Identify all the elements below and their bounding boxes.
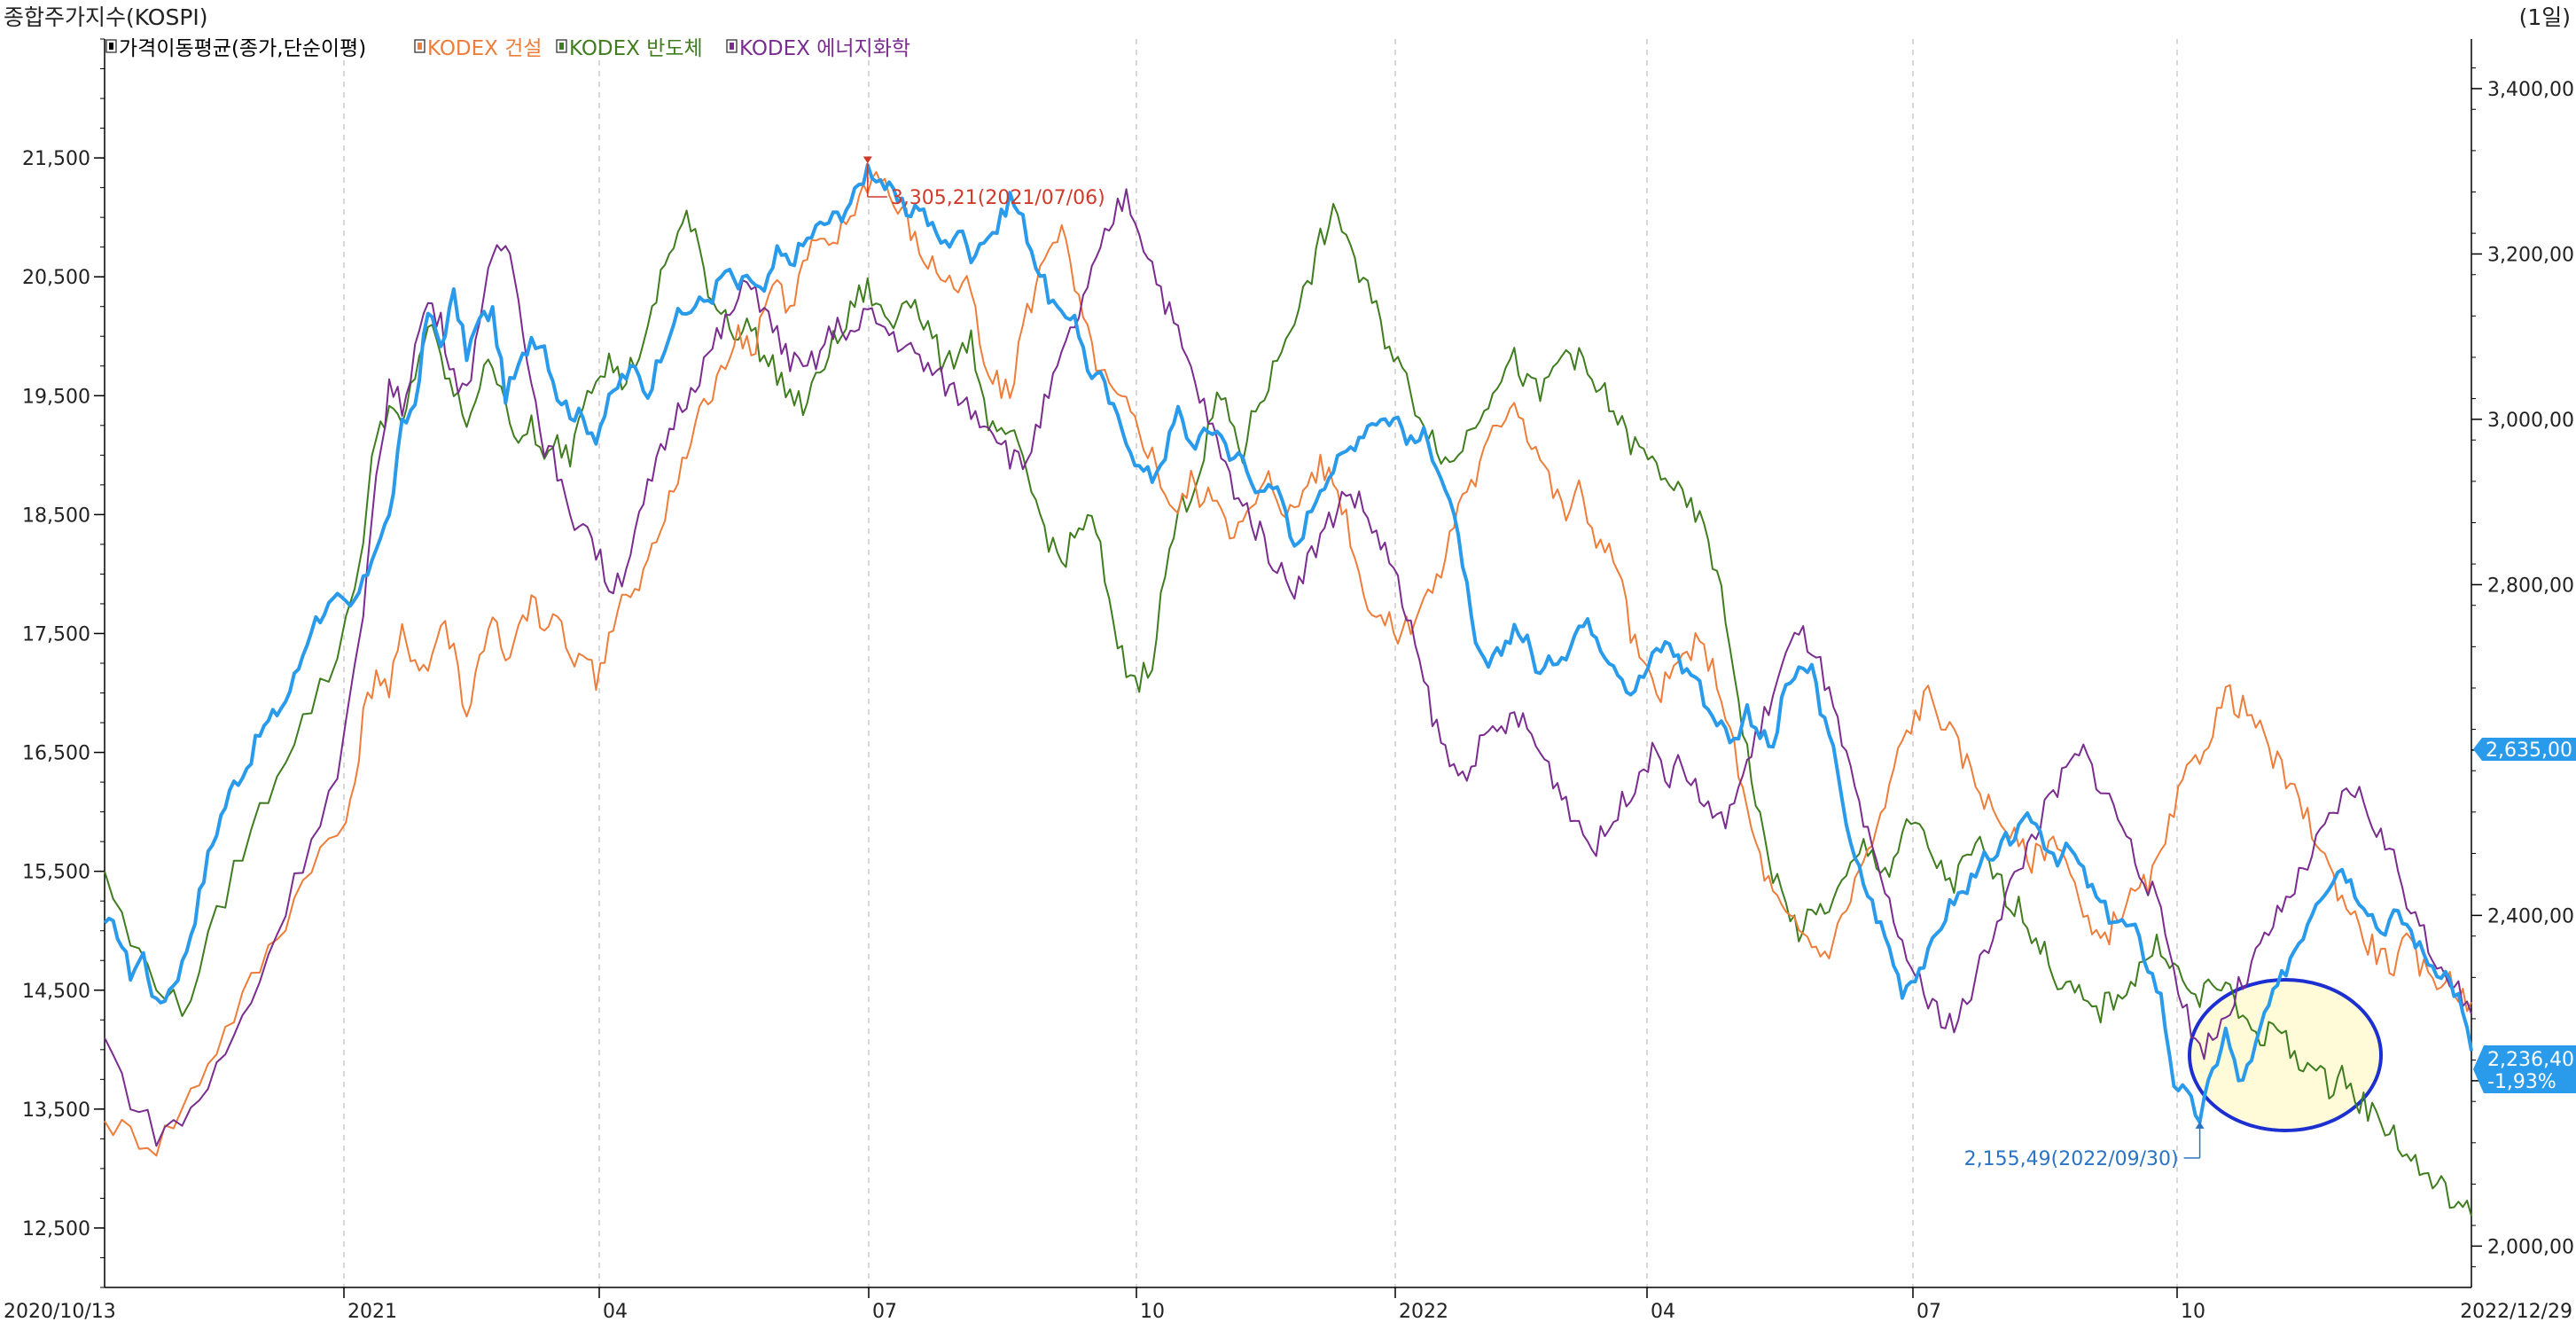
legend-swatch [730,43,734,50]
series-layer [103,162,2473,1217]
x-tick-label: 07 [872,1301,897,1323]
x-tick-label: 10 [2181,1301,2205,1323]
chart-title: 종합주가지수(KOSPI) [4,4,208,30]
legend: 가격이동평균(종가,단순이평) KODEX 건설 KODEX 반도체 KODEX 에너… [105,37,910,60]
last-value-kospi-label: 2,236,40 [2487,1049,2574,1071]
last-value-construction-label: 2,635,00 [2486,739,2572,762]
x-tick-label: 04 [1651,1301,1675,1323]
right-tick-label: 3,400,00 [2487,79,2574,101]
series-kodex-semiconductor-line[interactable] [104,202,2472,1217]
legend-swatch [418,43,422,50]
x-tick-label: 07 [1916,1301,1941,1323]
left-tick-label: 13,500 [22,1099,90,1122]
low-annotation-label: 2,155,49(2022/09/30) [1964,1148,2179,1170]
left-tick-label: 20,500 [22,267,90,289]
high-marker-arrow [863,156,872,164]
legend-item-kodex-construction[interactable]: KODEX 건설 [414,37,543,60]
left-tick-label: 21,500 [22,148,90,170]
x-tick-label: 10 [1140,1301,1165,1323]
right-tick-label: 2,800,00 [2487,575,2574,597]
left-tick-label: 12,500 [22,1218,90,1240]
series-kodex-construction-line[interactable] [104,171,2472,1157]
right-tick-label: 2,000,00 [2487,1236,2574,1258]
legend-item-kodex-energy-chemical[interactable]: KODEX 에너지화학 [726,37,910,60]
axes-layer: 2020/10/13 2021 04 07 10 2022 04 07 10 2022/12/29… [4,38,2574,1323]
grid-layer [343,39,2178,1287]
legend-label: KODEX 반도체 [569,37,703,60]
left-tick-label: 19,500 [22,386,90,408]
x-tick-label: 2022 [1399,1301,1448,1323]
x-tick-label: 2020/10/13 [4,1301,116,1323]
low-marker-arrow [2195,1121,2205,1129]
right-tick-label: 3,000,00 [2487,410,2574,432]
legend-swatch [109,43,113,50]
legend-item-kodex-semiconductor[interactable]: KODEX 반도체 [556,37,703,60]
left-tick-label: 15,500 [22,862,90,884]
series-kodex-energy-chemical-line[interactable] [104,188,2472,1147]
right-tick-label: 3,200,00 [2487,244,2574,266]
x-tick-label: 2021 [347,1301,397,1323]
last-value-tag-construction [2473,738,2576,761]
left-tick-label: 17,500 [22,623,90,645]
x-tick-label: 04 [603,1301,628,1323]
left-tick-label: 18,500 [22,505,90,527]
left-tick-label: 16,500 [22,743,90,765]
last-change-kospi-label: -1,93% [2487,1071,2556,1093]
series-kospi-line[interactable] [103,162,2473,1124]
legend-swatch [559,43,564,50]
annotation-layer: 3,305,21(2021/07/06) 2,155,49(2022/09/30)… [863,156,2576,1170]
high-annotation-label: 3,305,21(2021/07/06) [891,187,1105,209]
last-value-tag-kospi [2473,1045,2576,1093]
left-tick-label: 14,500 [22,981,90,1003]
legend-label: KODEX 건설 [427,37,543,60]
period-label: (1일) [2519,4,2571,30]
x-tick-label: 2022/12/29 [2460,1301,2572,1323]
right-tick-label: 2,400,00 [2487,905,2574,927]
legend-label: 가격이동평균(종가,단순이평) [119,37,366,60]
legend-label: KODEX 에너지화학 [739,37,910,60]
legend-item-moving-average[interactable]: 가격이동평균(종가,단순이평) [105,37,366,60]
